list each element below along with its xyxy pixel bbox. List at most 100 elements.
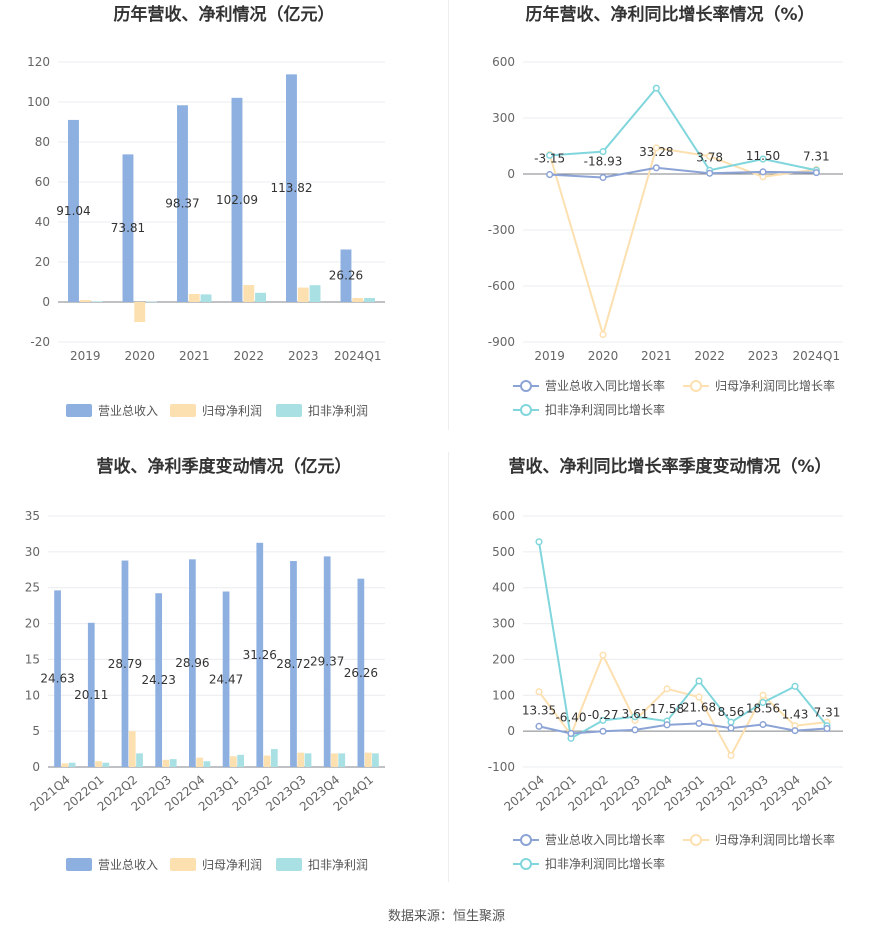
y-tick-label: 500 xyxy=(492,545,515,559)
data-label-revenue: 31.26 xyxy=(243,648,277,662)
legend-marker-np_yoy xyxy=(690,834,702,846)
bar-revenue xyxy=(222,591,230,767)
y-tick-label: -20 xyxy=(30,335,50,349)
legend-label-rev: 营业总收入 xyxy=(98,858,158,872)
bar-deducted-profit xyxy=(169,759,177,767)
data-label-revenue: 26.26 xyxy=(344,666,378,680)
legend-label-rev_yoy: 营业总收入同比增长率 xyxy=(545,378,665,393)
revenue-growth-point xyxy=(791,727,799,735)
bar-deducted-profit xyxy=(255,292,266,302)
data-label-revenue-growth: 8.56 xyxy=(718,705,745,719)
data-label-revenue: 26.26 xyxy=(329,269,363,283)
bar-deducted-profit xyxy=(364,298,375,302)
chart-title: 历年营收、净利同比增长率情况（%） xyxy=(525,4,814,25)
bar-net-profit xyxy=(263,755,271,767)
bar-net-profit xyxy=(297,752,305,767)
y-tick-label: 600 xyxy=(492,55,515,69)
legend-label-ded_yoy: 扣非净利润同比增长率 xyxy=(545,856,665,871)
x-tick-label: 2024Q1 xyxy=(334,349,382,363)
data-label-revenue: 102.09 xyxy=(216,193,258,207)
revenue-growth-point xyxy=(759,168,767,176)
deducted-profit-growth-point xyxy=(599,148,607,156)
bar-deducted-profit xyxy=(309,285,321,302)
deducted-profit-growth-point xyxy=(631,713,639,721)
chart-annual-growth-rate-svg: 历年营收、净利同比增长率情况（%） -900 -600 -300 0 300 600 2019… xyxy=(488,4,843,417)
revenue-growth-point xyxy=(759,720,767,729)
legend-label-rev: 营业总收入 xyxy=(98,404,158,418)
y-tick-label: -900 xyxy=(488,335,515,349)
y-tick-label: 600 xyxy=(492,509,515,523)
bar-revenue xyxy=(231,97,243,302)
revenue-growth-line xyxy=(549,166,817,179)
deducted-profit-growth-point xyxy=(652,84,660,92)
legend-label-ded: 扣非净利润 xyxy=(308,404,368,418)
legend-marker-ded_yoy xyxy=(520,858,532,870)
y-tick-label: 300 xyxy=(492,617,515,631)
bar-deducted-profit xyxy=(91,301,103,302)
bar-deducted-profit xyxy=(200,294,212,302)
bar-deducted-profit xyxy=(237,754,244,767)
bar-net-profit xyxy=(243,285,255,302)
vertical-divider-top xyxy=(448,0,449,430)
chart-annual-revenue-profit-svg: 历年营收、净利情况（亿元） -20 0 20 40 60 80 100 120 2019 2020 2… xyxy=(27,4,385,418)
net-profit-growth-point xyxy=(727,751,735,760)
bar-revenue xyxy=(177,105,188,302)
legend-marker-rev_yoy xyxy=(520,834,532,846)
chart-annual-growth-rate: 历年营收、净利同比增长率情况（%） -900 -600 -300 0 300 600 2019… xyxy=(448,0,893,430)
bar-net-profit xyxy=(79,300,91,302)
data-label-revenue-growth: 33.28 xyxy=(639,145,673,159)
chart-quarterly-growth-rate-svg: 营收、净利同比增长率季度变动情况（%） -100 0 100 200 300 400 500 6… xyxy=(488,456,843,871)
legend-marker-ded_yoy xyxy=(520,404,532,416)
y-tick-label: 20 xyxy=(25,617,40,631)
data-label-revenue-growth: 7.31 xyxy=(814,706,841,720)
legend-marker-rev_yoy xyxy=(520,380,532,392)
y-tick-label: -300 xyxy=(488,223,515,237)
legend-swatch-np xyxy=(170,858,196,871)
revenue-growth-point xyxy=(663,721,671,729)
legend-swatch-rev xyxy=(66,404,92,417)
bar-net-profit xyxy=(352,298,364,302)
bar-net-profit xyxy=(95,761,102,767)
bar-revenue xyxy=(256,542,264,767)
data-source-note: 数据来源：恒生聚源 xyxy=(387,909,505,924)
chart-annual-revenue-profit: 历年营收、净利情况（亿元） -20 0 20 40 60 80 100 120 2019 2020 2… xyxy=(0,0,448,430)
chart-title: 营收、净利同比增长率季度变动情况（%） xyxy=(508,456,831,477)
legend-label-rev_yoy: 营业总收入同比增长率 xyxy=(545,832,665,847)
data-label-revenue-growth: 7.31 xyxy=(803,150,830,164)
y-tick-label: 400 xyxy=(492,581,515,595)
bar-revenue xyxy=(357,578,365,767)
bar-net-profit xyxy=(134,302,146,322)
deducted-profit-growth-point xyxy=(727,718,735,726)
deducted-profit-growth-point xyxy=(791,682,799,690)
vertical-divider-bottom xyxy=(448,452,449,882)
bar-revenue xyxy=(54,590,61,767)
y-tick-label: -100 xyxy=(488,760,515,774)
legend-label-ded: 扣非净利润 xyxy=(308,858,368,872)
bar-net-profit xyxy=(364,752,372,767)
data-label-revenue: 113.82 xyxy=(270,181,312,195)
net-profit-growth-point xyxy=(599,651,607,659)
data-label-revenue-growth: 3.61 xyxy=(622,707,649,721)
revenue-growth-point xyxy=(706,169,714,177)
deducted-profit-growth-line xyxy=(549,86,817,172)
data-label-revenue-growth: 17.58 xyxy=(650,702,684,716)
deducted-profit-growth-point xyxy=(759,698,767,707)
bar-deducted-profit xyxy=(203,761,211,767)
bar-net-profit xyxy=(162,759,170,767)
bar-revenue xyxy=(286,74,297,302)
y-tick-label: 120 xyxy=(27,55,50,69)
legend-label-ded_yoy: 扣非净利润同比增长率 xyxy=(545,402,665,417)
bar-revenue xyxy=(68,119,79,302)
data-label-revenue-growth: -0.27 xyxy=(587,708,618,722)
revenue-growth-point xyxy=(727,724,735,732)
x-tick-label: 2022 xyxy=(694,349,725,363)
deducted-profit-growth-point xyxy=(546,151,554,159)
y-tick-label: -600 xyxy=(488,279,515,293)
bar-revenue xyxy=(122,154,134,302)
net-profit-growth-line xyxy=(538,652,828,758)
bar-net-profit xyxy=(196,757,204,767)
y-tick-label: 0 xyxy=(32,760,40,774)
chart-quarterly-revenue-profit-svg: 营收、净利季度变动情况（亿元）051015202530352021Q42022Q… xyxy=(25,456,385,872)
legend-label-np_yoy: 归母净利润同比增长率 xyxy=(715,378,835,393)
deducted-profit-growth-point xyxy=(535,538,543,546)
